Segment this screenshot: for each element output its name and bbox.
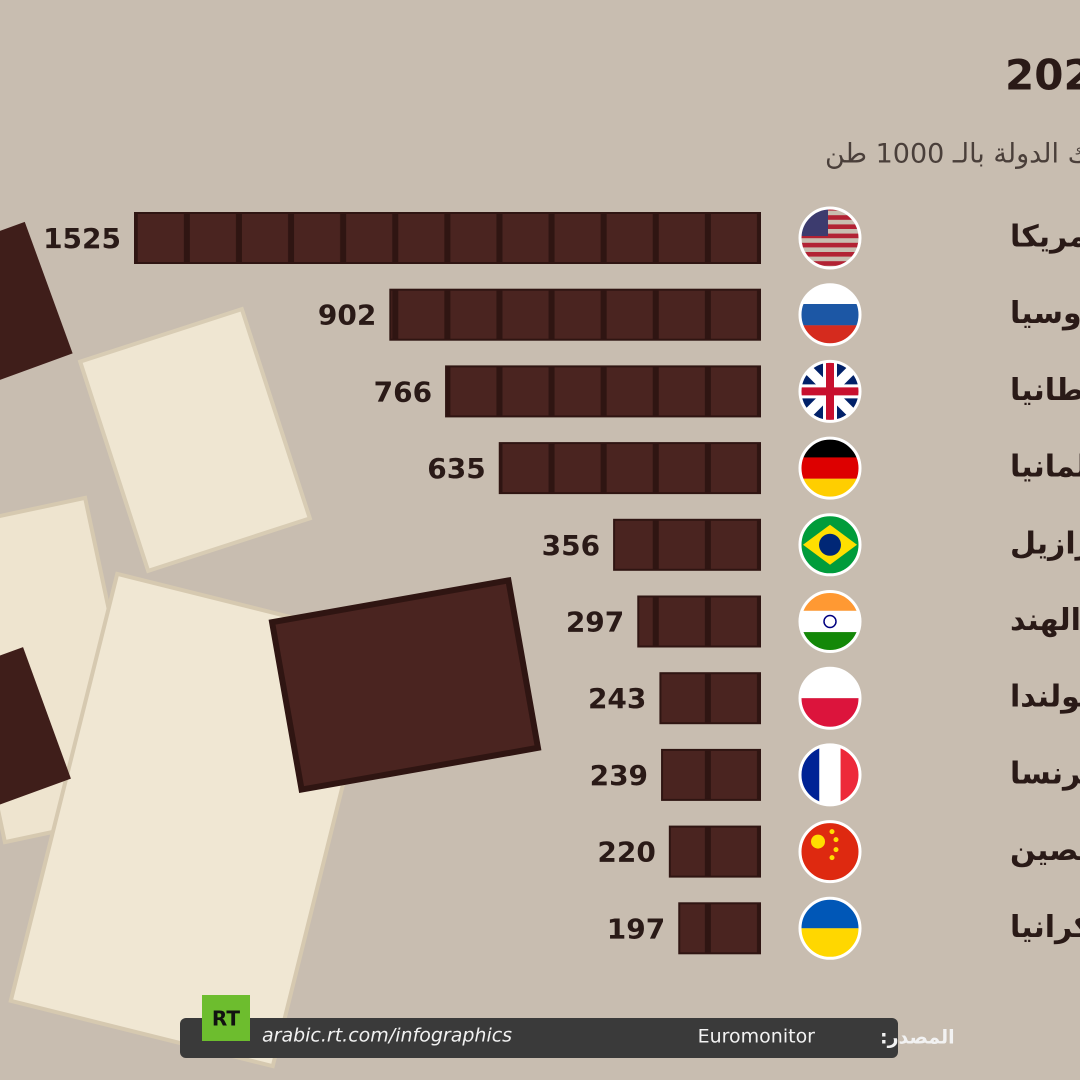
logo: RT — [212, 1007, 241, 1031]
bar — [668, 825, 761, 878]
value-label: 356 — [542, 529, 600, 562]
category-label: الصين — [1010, 833, 1080, 868]
bar — [134, 212, 761, 264]
flag-part — [829, 855, 835, 861]
row: 220 الصين — [597, 820, 1080, 884]
value-label: 297 — [566, 606, 624, 639]
bar — [613, 518, 762, 571]
footer-bar — [180, 1018, 898, 1058]
value-label: 243 — [588, 682, 646, 715]
flag-part — [800, 610, 860, 633]
flag-part — [819, 744, 841, 805]
bar — [637, 595, 761, 648]
flag-part — [800, 224, 860, 229]
flag-part — [800, 252, 860, 257]
flag-part — [800, 361, 860, 422]
flag-ring — [798, 743, 862, 807]
decoration — [0, 221, 542, 1069]
flag-ring — [798, 820, 862, 884]
row: 239 فرنسا — [590, 743, 1080, 807]
flag-part — [800, 261, 860, 266]
category-label: البرازيل — [1010, 526, 1080, 561]
value-label: 902 — [318, 299, 376, 332]
row: 766 بريطانيا — [374, 359, 1080, 423]
flag-part — [800, 242, 860, 248]
value-label: 635 — [427, 452, 485, 485]
flag-part — [800, 215, 860, 220]
flag-part — [823, 614, 837, 629]
flag-part — [829, 829, 835, 835]
source: Euromonitor — [698, 1026, 816, 1048]
bar — [659, 672, 762, 725]
row: 635 ألمانيا — [427, 436, 1080, 500]
source-label: المصدر: — [880, 1027, 955, 1049]
flag-part — [811, 834, 825, 849]
flag-part — [833, 847, 839, 853]
footer: RT arabic.rt.com/infographics المصدر: Eu… — [180, 995, 955, 1058]
flag — [800, 514, 860, 575]
row: 1525 أمريكا — [43, 206, 1080, 270]
flag — [800, 821, 860, 882]
flag-ring — [798, 896, 862, 960]
flag-part — [819, 533, 841, 556]
category-label: أمريكا — [1010, 217, 1080, 255]
flag-part — [800, 304, 860, 326]
value-label: 239 — [590, 759, 648, 792]
bar — [389, 288, 761, 341]
logo-box — [202, 995, 250, 1041]
flag-part — [800, 233, 860, 239]
row: 356 البرازيل — [542, 513, 1080, 577]
value-label: 1525 — [43, 222, 121, 255]
value-label: 220 — [597, 836, 655, 869]
bar — [661, 748, 762, 801]
category-label: بولندا — [1010, 680, 1080, 715]
flag-ring — [798, 666, 862, 730]
category-label: أوكرانيا — [1010, 907, 1080, 945]
category-label: الهند — [1010, 603, 1080, 638]
bar — [445, 365, 761, 418]
flag-ring — [798, 590, 862, 653]
chart-title: أكثر الدول استهلاكا للشوكولا في 2020 — [1005, 48, 1080, 101]
flag-ring — [798, 436, 862, 500]
value-label: 197 — [607, 912, 665, 945]
flag-ring — [798, 206, 862, 270]
row: 297 الهند — [566, 590, 1080, 653]
flag-part — [833, 837, 839, 843]
bar — [678, 902, 761, 955]
chart-subtitle: حجم استـــــهلاك الدولة بالـ 1000 طن — [825, 139, 1080, 170]
category-label: فرنسا — [1010, 756, 1080, 791]
bar — [498, 442, 761, 495]
row: 902 روسيا — [318, 283, 1080, 347]
value-label: 766 — [374, 375, 432, 408]
flag-ring — [798, 513, 862, 577]
footer-url: arabic.rt.com/infographics — [262, 1025, 512, 1047]
flag-ring — [798, 359, 862, 423]
category-label: روسيا — [1010, 296, 1080, 331]
rows: 1525 أمريكا 902 روسيا 766 بريطانيا 635 ألمانيا 3… — [43, 206, 1080, 960]
category-label: ألمانيا — [1010, 447, 1080, 485]
flag-ring — [798, 283, 862, 347]
category-label: بريطانيا — [1010, 373, 1080, 408]
flag-part — [800, 457, 860, 479]
